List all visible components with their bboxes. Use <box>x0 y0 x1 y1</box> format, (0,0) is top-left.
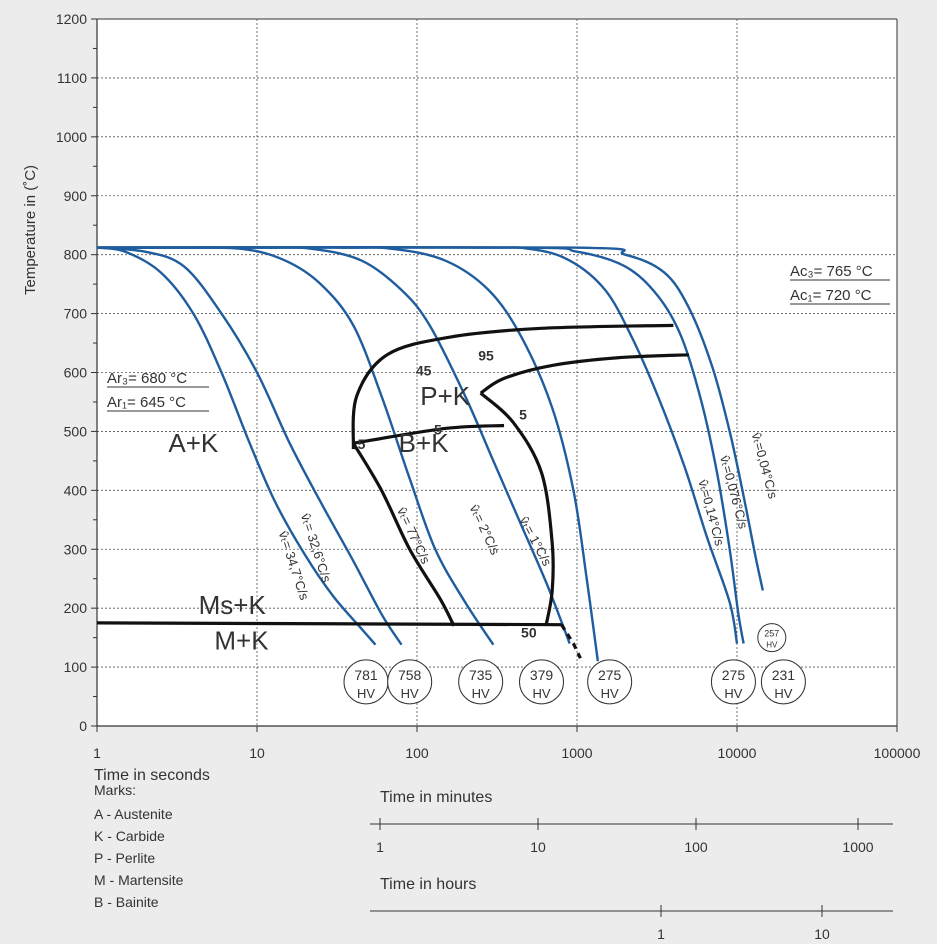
transformation-boundary <box>353 423 505 445</box>
hardness-value: 231 <box>772 667 796 683</box>
hardness-unit: HV <box>601 686 619 701</box>
percent-label: 5 <box>434 421 442 437</box>
marks-title: Marks: <box>94 782 136 798</box>
percent-label: 5 <box>358 436 366 452</box>
phase-label: M+K <box>214 625 269 655</box>
hardness-value: 275 <box>722 667 746 683</box>
hardness-value: 758 <box>398 667 422 683</box>
percent-label: 5 <box>519 407 527 423</box>
hardness-unit: HV <box>766 641 778 650</box>
minutes-axis-tick-label: 1000 <box>842 839 873 855</box>
hardness-circle <box>387 659 433 705</box>
x-tick-label: 10000 <box>718 745 757 761</box>
hardness-value: 379 <box>530 667 554 683</box>
transformation-lines <box>96 323 689 659</box>
transformation-boundary <box>351 323 674 450</box>
hardness-unit: HV <box>724 686 742 701</box>
y-tick-label: 1200 <box>56 11 87 27</box>
y-tick-label: 500 <box>64 423 88 439</box>
hours-axis-title: Time in hours <box>380 876 476 893</box>
secondary-axes: Time in minutes 1 10 100 1000 Time in hours 1 1… <box>370 789 893 942</box>
x-tick-label: 100000 <box>874 745 921 761</box>
percent-label: 45 <box>416 362 432 378</box>
mark-item: M - Martensite <box>94 872 184 888</box>
minutes-axis-title: Time in minutes <box>380 789 492 806</box>
y-tick-label: 1000 <box>56 129 87 145</box>
mark-item: P - Perlite <box>94 850 156 866</box>
hardness-circle <box>519 659 565 705</box>
y-tick-label: 900 <box>64 188 88 204</box>
percent-label: 95 <box>478 348 494 364</box>
y-tick-label: 0 <box>79 718 87 734</box>
y-tick-label: 100 <box>64 659 88 675</box>
axes: 1 10 100 1000 10000 100000 0 100 200 300 400 500 600… <box>22 11 921 784</box>
y-tick-label: 300 <box>64 541 88 557</box>
x-tick-label: 1000 <box>561 745 592 761</box>
hardness-circle <box>458 659 504 705</box>
cooling-curve <box>96 246 377 646</box>
y-tick-label: 700 <box>64 306 88 322</box>
hardness-circle <box>710 659 756 705</box>
hardness-value: 781 <box>354 667 378 683</box>
hardness-value: 257 <box>764 629 779 639</box>
grid <box>97 18 898 726</box>
ac-temperature: Ac₃= 765 °C <box>790 263 873 280</box>
mark-item: K - Carbide <box>94 828 165 844</box>
y-tick-label: 400 <box>64 482 88 498</box>
x-tick-label: 100 <box>405 745 429 761</box>
hardness-unit: HV <box>774 686 792 701</box>
cooling-curve <box>96 245 764 591</box>
phase-label: A+K <box>168 428 219 458</box>
hardness-circle <box>757 623 787 653</box>
minutes-axis-tick-label: 100 <box>684 839 708 855</box>
hardness-circle <box>760 659 806 705</box>
hours-axis-tick-label: 10 <box>814 926 830 942</box>
y-tick-label: 200 <box>64 600 88 616</box>
ar-temperature: Ar₃= 680 °C <box>107 370 187 387</box>
transformation-boundary <box>479 353 689 395</box>
ac-temperature: Ac₁= 720 °C <box>790 287 872 304</box>
y-tick-label: 1100 <box>57 70 87 86</box>
hardness-value: 275 <box>598 667 622 683</box>
transformation-boundary <box>351 442 456 627</box>
x-axis-label: Time in seconds <box>94 767 210 784</box>
x-tick-label: 10 <box>249 745 265 761</box>
mark-item: A - Austenite <box>94 806 173 822</box>
ar-temperature: Ar₁= 645 °C <box>107 394 186 411</box>
minutes-axis-tick-label: 10 <box>530 839 546 855</box>
hardness-circle <box>587 659 633 705</box>
martensite-end-dashed <box>560 623 582 659</box>
cooling-curve <box>96 246 403 646</box>
minutes-axis-tick-label: 1 <box>376 839 384 855</box>
y-axis-label: Temperature in (˚C) <box>22 165 39 295</box>
hardness-unit: HV <box>401 686 419 701</box>
mark-item: B - Bainite <box>94 894 159 910</box>
y-tick-label: 600 <box>64 365 88 381</box>
percent-label: 50 <box>521 625 537 641</box>
hardness-unit: HV <box>532 686 550 701</box>
transformation-boundary <box>479 391 555 627</box>
hardness-unit: HV <box>357 686 375 701</box>
hardness-value: 735 <box>469 667 493 683</box>
transformation-boundary <box>96 621 562 627</box>
phase-label: P+K <box>420 381 471 411</box>
hardness-unit: HV <box>472 686 490 701</box>
phase-label: Ms+K <box>199 590 267 620</box>
phase-label: B+K <box>399 428 450 458</box>
x-tick-label: 1 <box>93 745 101 761</box>
cooling-curves <box>96 245 764 662</box>
y-tick-label: 800 <box>64 247 88 263</box>
hours-axis-tick-label: 1 <box>657 926 665 942</box>
